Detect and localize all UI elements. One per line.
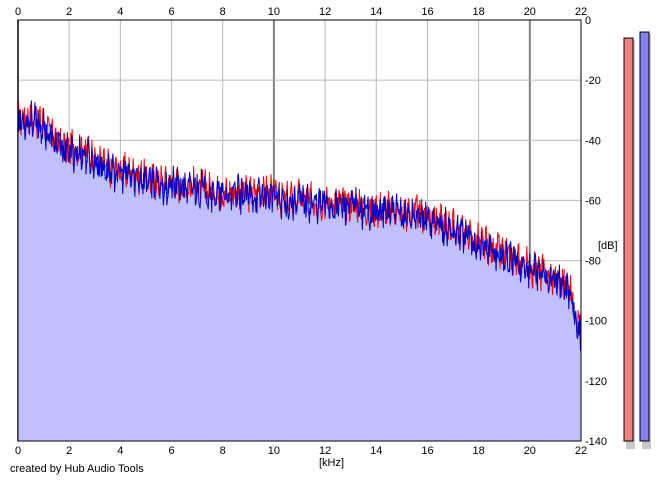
level-meter-bar xyxy=(639,31,650,442)
series-line-1 xyxy=(17,100,582,351)
x-axis-label: [kHz] xyxy=(319,457,345,469)
y-tick-label: -20 xyxy=(585,75,601,87)
x-tick-label-bottom: 20 xyxy=(524,445,536,457)
x-tick-label-bottom: 16 xyxy=(421,445,433,457)
x-tick-label-bottom: 12 xyxy=(319,445,331,457)
x-tick-label-bottom: 6 xyxy=(168,445,174,457)
plot-frame xyxy=(17,19,582,442)
x-tick-label-top: 8 xyxy=(220,6,226,18)
x-tick-label-top: 18 xyxy=(473,6,485,18)
x-axis-top: 0 2 4 6 8 10 12 14 16 18 20 22 xyxy=(15,6,587,18)
x-tick-label-bottom: 2 xyxy=(66,445,72,457)
y-tick-label: 0 xyxy=(585,15,591,27)
x-tick-label-bottom: 14 xyxy=(370,445,382,457)
x-tick-label-bottom: 10 xyxy=(268,445,280,457)
plot-border xyxy=(17,19,582,442)
x-tick-label-top: 14 xyxy=(370,6,382,18)
x-tick-label-top: 6 xyxy=(168,6,174,18)
x-axis-bottom: 0 2 4 6 8 10 12 14 16 18 20 22 xyxy=(15,445,587,457)
x-tick-label-top: 0 xyxy=(15,6,21,18)
x-tick-label-top: 4 xyxy=(117,6,123,18)
y-tick-label: -60 xyxy=(585,195,601,207)
y-tick-label: -80 xyxy=(585,256,601,268)
x-tick-label-top: 12 xyxy=(319,6,331,18)
x-tick-label-top: 2 xyxy=(66,6,72,18)
y-tick-label: -40 xyxy=(585,135,601,147)
y-tick-label: -140 xyxy=(585,436,607,448)
footer-credit: created by Hub Audio Tools xyxy=(10,463,144,475)
x-tick-label-bottom: 22 xyxy=(575,445,587,457)
level-meters xyxy=(623,31,651,450)
level-meter-bar xyxy=(623,37,634,442)
x-tick-label-bottom: 18 xyxy=(473,445,485,457)
y-tick-label: -100 xyxy=(585,316,607,328)
x-tick-label-top: 16 xyxy=(421,6,433,18)
x-tick-label-bottom: 8 xyxy=(220,445,226,457)
y-axis-right: 0 -20 -40 -60 -80 -100 -120 -140 xyxy=(585,15,607,448)
x-tick-label-top: 10 xyxy=(268,6,280,18)
x-tick-label-bottom: 0 xyxy=(15,445,21,457)
x-tick-label-bottom: 4 xyxy=(117,445,123,457)
y-tick-label: -120 xyxy=(585,376,607,388)
x-tick-label-top: 22 xyxy=(575,6,587,18)
x-tick-label-top: 20 xyxy=(524,6,536,18)
spectrum-lines xyxy=(17,100,582,351)
y-axis-label: [dB] xyxy=(598,240,618,252)
